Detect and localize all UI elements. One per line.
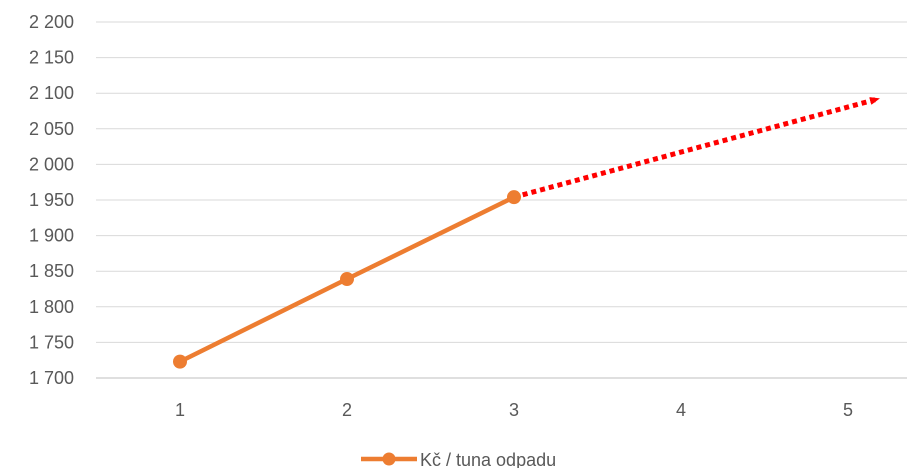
y-tick-label: 1 800 [29,297,74,317]
y-tick-label: 1 950 [29,190,74,210]
legend-marker-swatch [382,452,396,466]
data-point [507,190,521,205]
y-axis-tick-labels: 1 700 1 750 1 800 1 850 1 900 1 950 2 000 2 050… [29,12,74,388]
x-tick-label: 2 [342,400,352,420]
gridlines [96,21,907,379]
y-tick-label: 1 750 [29,332,74,352]
y-tick-label: 2 050 [29,119,74,139]
legend: Kč / tuna odpadu [361,450,556,470]
y-tick-label: 1 700 [29,368,74,388]
y-tick-label: 2 100 [29,83,74,103]
x-axis-tick-labels: 1 2 3 4 5 [175,400,853,420]
data-point [173,354,187,369]
x-tick-label: 1 [175,400,185,420]
series-layer [173,96,880,369]
x-tick-label: 3 [509,400,519,420]
y-tick-label: 2 150 [29,48,74,68]
legend-label: Kč / tuna odpadu [420,450,556,468]
x-tick-label: 5 [843,400,853,420]
x-tick-label: 4 [676,400,686,420]
y-tick-label: 1 850 [29,261,74,281]
y-tick-label: 2 200 [29,12,74,32]
trend-arrow [513,96,880,200]
y-tick-label: 1 900 [29,226,74,246]
data-point [340,272,354,287]
y-tick-label: 2 000 [29,154,74,174]
